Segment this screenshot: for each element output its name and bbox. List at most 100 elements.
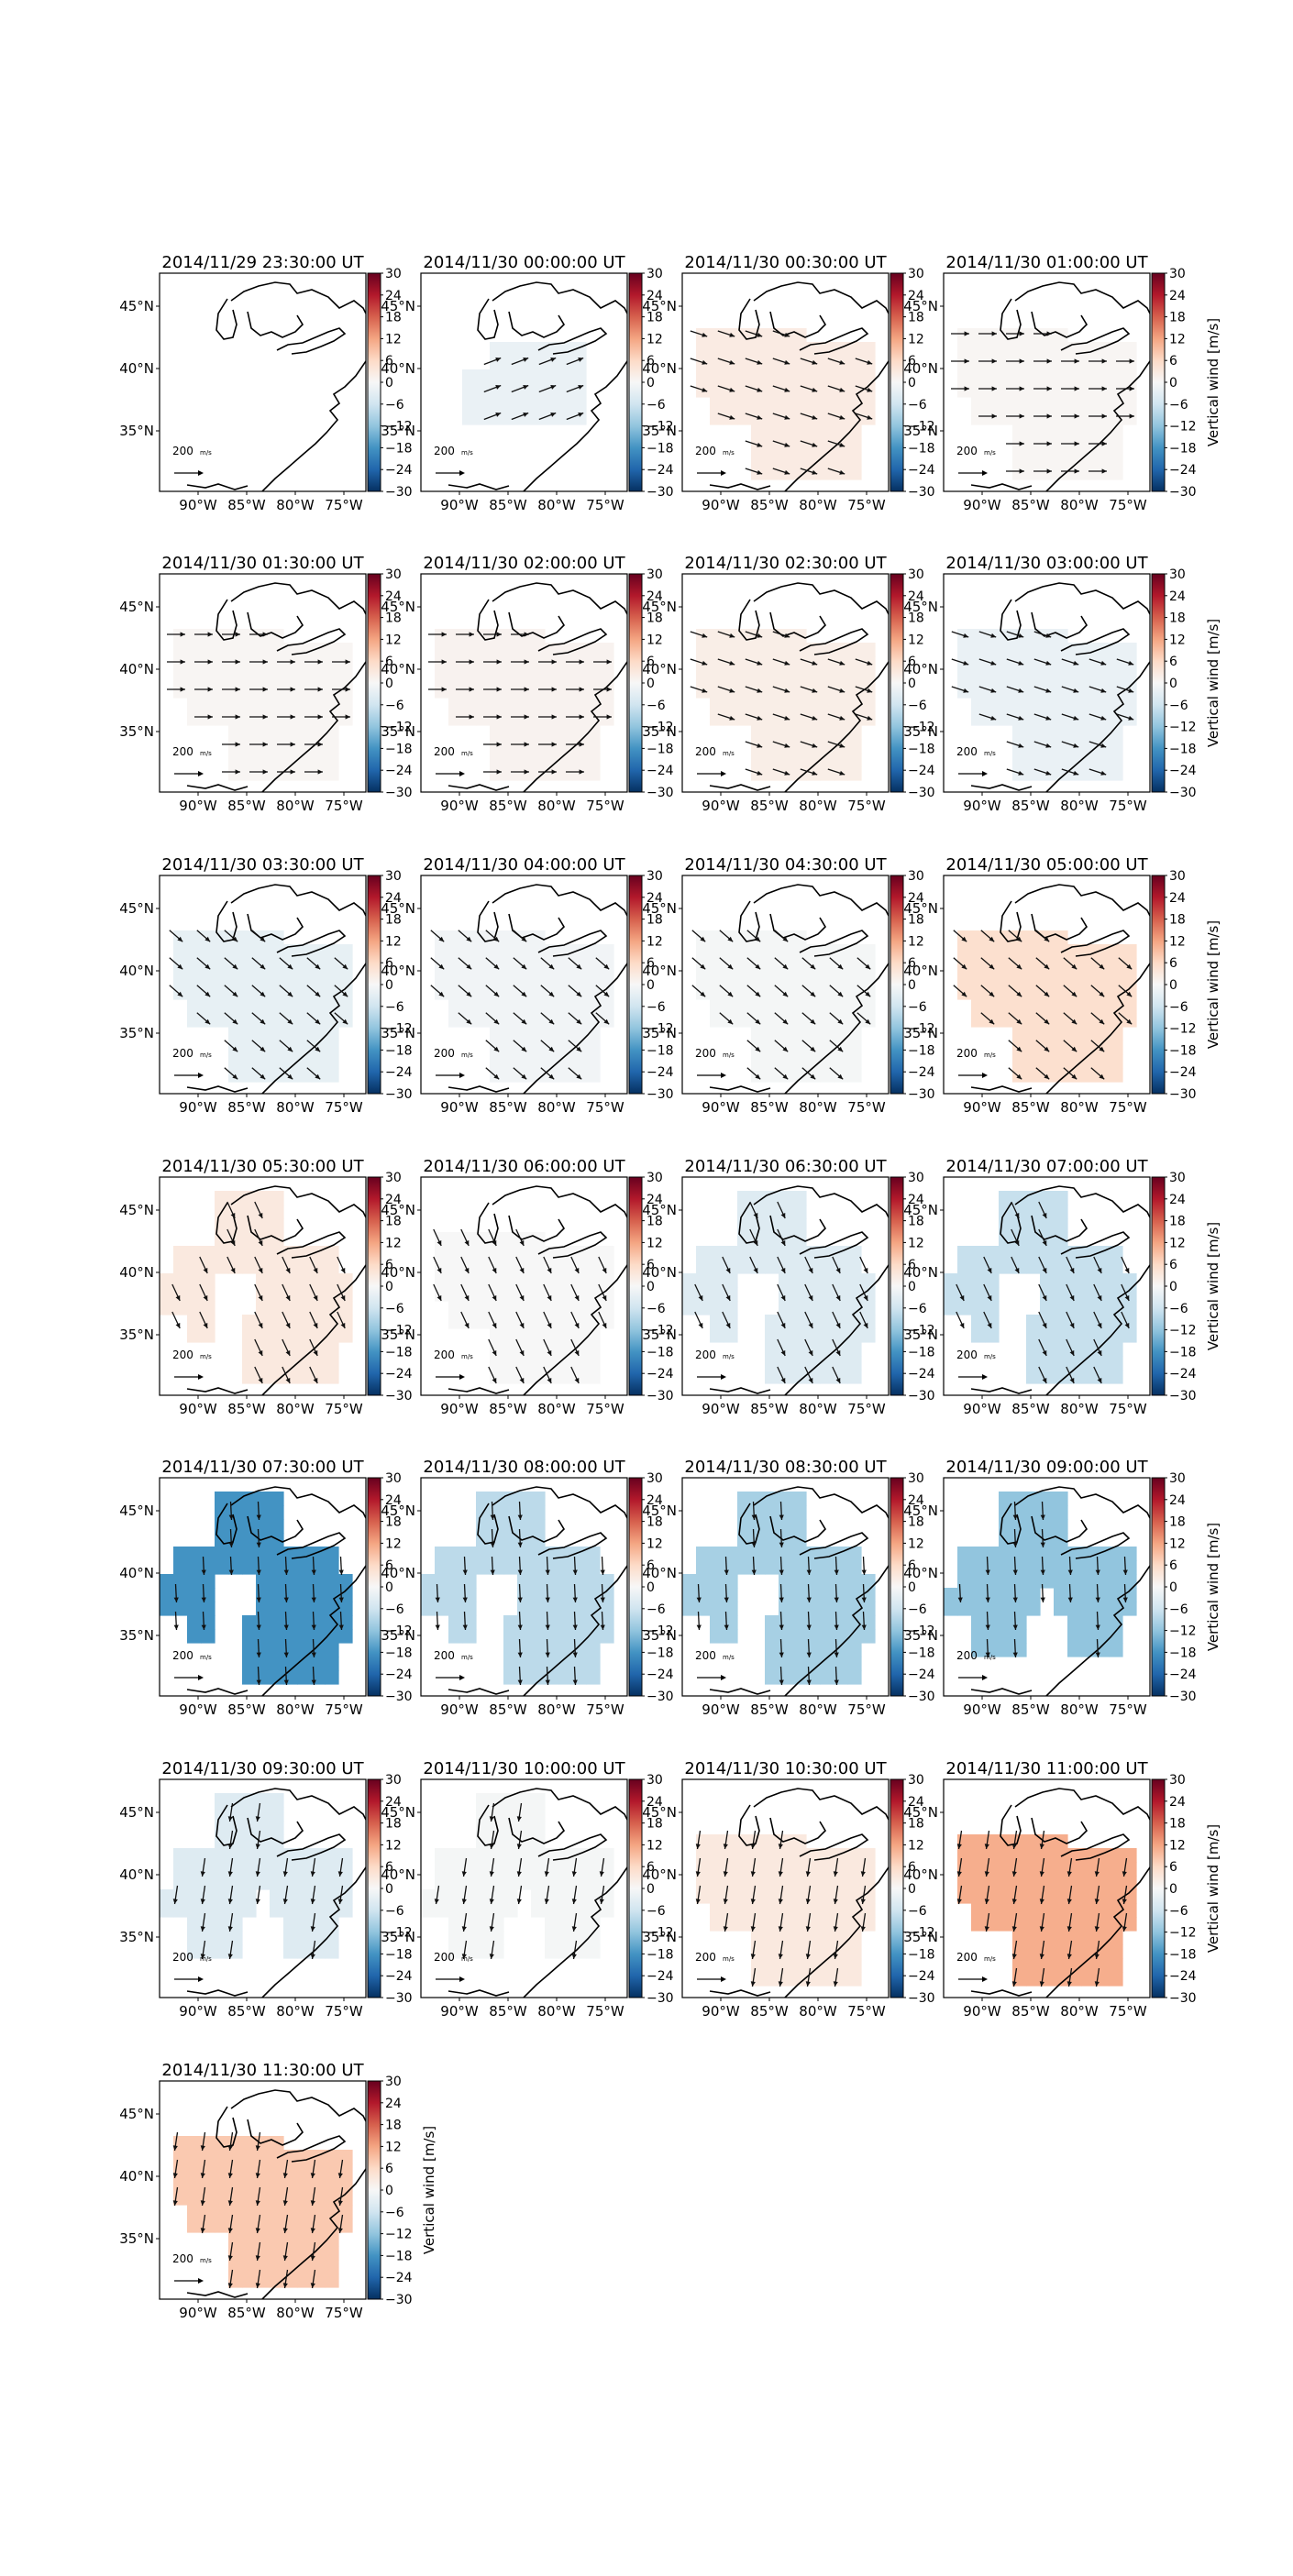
wind-arrow-head [1073, 770, 1079, 776]
colorbar-gradient [628, 875, 643, 1095]
wind-cell [710, 342, 724, 357]
wind-cell [1040, 1054, 1055, 1069]
colorbar-gradient [1151, 573, 1166, 793]
colorbar-tick-label: 6 [1169, 956, 1177, 971]
wind-cell [710, 958, 724, 973]
quiver-key-unit: m/s [461, 1654, 473, 1661]
colorbar-tick-label: 12 [646, 332, 663, 347]
wind-cell [187, 999, 202, 1014]
wind-arrow-head [784, 442, 790, 447]
wind-arrow-head [551, 714, 557, 720]
colorbar-gradient [890, 1778, 904, 1998]
wind-cell [201, 1315, 216, 1329]
wind-arrow-head [496, 769, 502, 775]
wind-cell [1095, 999, 1110, 1014]
wind-cell [971, 1273, 986, 1288]
wind-arrow-head [262, 769, 268, 775]
wind-cell [201, 999, 216, 1014]
coastline [186, 582, 366, 792]
colorbar-gradient [1151, 1176, 1166, 1396]
lon-tick-label: 75°W [586, 1701, 624, 1718]
wind-cell [1040, 1027, 1055, 1041]
coastline [448, 1185, 627, 1395]
wind-cell [283, 1027, 298, 1041]
lat-tick-label: 40°N [381, 1866, 415, 1883]
wind-cell [999, 1629, 1013, 1644]
wind-cell [503, 972, 518, 986]
wind-cell [834, 1370, 848, 1384]
wind-arrow-head [493, 1018, 500, 1025]
wind-arrow-head [780, 1268, 786, 1273]
wind-cell [531, 1040, 546, 1055]
wind-cell [1026, 753, 1041, 767]
wind-arrow-head [1019, 441, 1024, 446]
colorbar-tick-label: 6 [908, 956, 916, 971]
wind-cell [270, 739, 284, 754]
wind-cell [682, 1301, 697, 1316]
colorbar-tick-label: −12 [385, 420, 413, 435]
wind-cell [242, 972, 257, 986]
wind-cell [531, 753, 546, 767]
wind-cell [1109, 1876, 1123, 1890]
wind-arrow-head [751, 1569, 757, 1575]
wind-cell [724, 1273, 738, 1288]
wind-cell [173, 1287, 188, 1302]
wind-arrow-head [1069, 1378, 1075, 1383]
wind-cell [985, 972, 1000, 986]
wind-arrow-head [833, 1871, 838, 1877]
wind-cell [792, 1917, 807, 1932]
wind-cell [1122, 1273, 1137, 1288]
wind-cell [1040, 369, 1055, 384]
wind-cell [435, 1602, 449, 1616]
wind-cell [325, 1287, 339, 1302]
colorbar-tick-label: −6 [385, 1302, 404, 1316]
wind-cell [531, 383, 546, 398]
wind-cell [1040, 1958, 1055, 1973]
coastline [970, 1486, 1150, 1696]
wind-arrow-head [806, 1624, 812, 1630]
wind-cell [476, 999, 491, 1014]
wind-cell [847, 739, 862, 754]
wind-arrow-head [464, 1295, 470, 1301]
wind-arrow-head [200, 1954, 205, 1959]
quiver-key-label: 200 [172, 1951, 193, 1964]
wind-cell [531, 766, 546, 781]
wind-cell [1054, 328, 1068, 343]
wind-cell [847, 383, 862, 398]
wind-arrow-head [173, 1597, 179, 1602]
wind-arrow-head [1122, 1597, 1128, 1602]
wind-arrow-head [572, 1624, 578, 1630]
colorbar-tick-label: 12 [385, 934, 402, 949]
wind-arrow-head [1045, 770, 1052, 776]
wind-cell [600, 1315, 614, 1329]
wind-cell [558, 1917, 573, 1932]
panel-title: 2014/11/30 04:00:00 UT [423, 855, 625, 875]
colorbar-tick-label: −18 [1169, 1646, 1197, 1660]
wind-cell [820, 1931, 834, 1945]
colorbar-tick-label: 12 [646, 633, 663, 647]
wind-cell [531, 1547, 546, 1561]
wind-cell [1054, 1040, 1068, 1055]
wind-arrow-head [317, 687, 323, 692]
quiver-key-unit: m/s [461, 1955, 473, 1963]
wind-arrow-head [865, 1018, 871, 1025]
wind-arrow-head [779, 1514, 784, 1520]
colorbar-gradient [890, 272, 904, 492]
wind-cell [820, 369, 834, 384]
wind-cell [1012, 1876, 1027, 1890]
wind-arrow-head [839, 715, 845, 721]
colorbar-tick-label: −24 [908, 463, 935, 478]
wind-cell [476, 972, 491, 986]
wind-cell [228, 1246, 243, 1260]
wind-cell [490, 1246, 504, 1260]
wind-cell [297, 1602, 312, 1616]
wind-arrow-head [695, 1871, 701, 1877]
wind-arrow-head [544, 1899, 549, 1904]
wind-cell [187, 698, 202, 712]
wind-cell [1081, 944, 1096, 959]
lon-tick-label: 80°W [276, 1401, 315, 1417]
